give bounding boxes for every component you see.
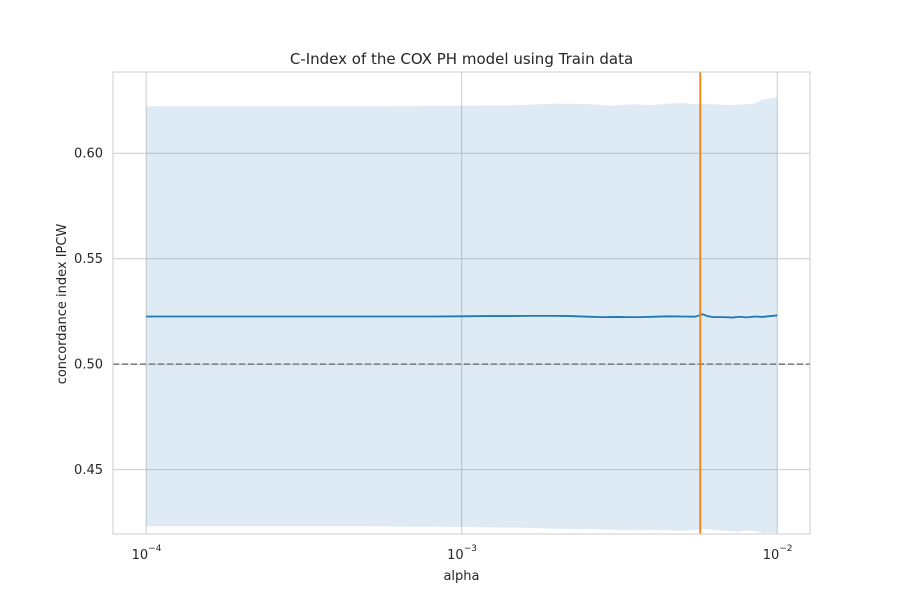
x-tick-label-base: 10 [763,548,780,563]
x-tick-label-exponent: −4 [148,544,162,554]
x-axis-label: alpha [443,569,479,584]
y-tick-label: 0.55 [74,252,103,267]
x-tick-label-exponent: −2 [779,544,792,554]
x-tick-label-base: 10 [447,548,464,563]
y-tick-label: 0.45 [74,463,103,478]
x-tick-label-exponent: −3 [464,544,477,554]
c-index-line [146,313,778,319]
plot-frame [112,71,811,535]
y-axis-label: concordance index IPCW [55,224,70,385]
x-tick-label-base: 10 [132,548,149,563]
y-tick-label: 0.50 [74,358,103,373]
y-tick-label: 0.60 [74,147,103,162]
chart-title: C-Index of the COX PH model using Train … [290,50,633,68]
confidence-band [146,97,778,533]
